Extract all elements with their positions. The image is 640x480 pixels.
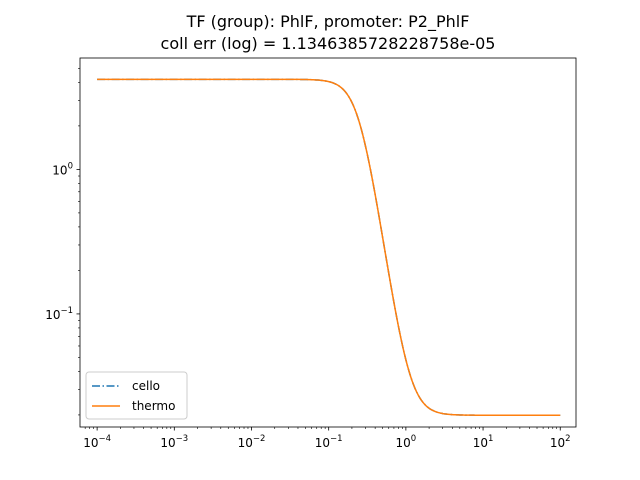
- x-tick-label-1: 10−3: [160, 434, 188, 450]
- x-tick-label-3: 10−1: [315, 434, 343, 450]
- y-axis: 10−1 100: [45, 68, 80, 416]
- series-layer: [97, 78, 561, 416]
- x-tick-label-4: 100: [396, 434, 417, 450]
- series-line-thermo: [97, 78, 561, 416]
- x-axis: 10−4 10−3 10−2 10−1 100 101 102: [83, 427, 571, 450]
- chart-title-line1: TF (group): PhlF, promoter: P2_PhlF: [186, 12, 470, 32]
- legend-label-thermo: thermo: [132, 399, 175, 413]
- plot-area: [79, 57, 577, 428]
- x-tick-label-6: 102: [550, 434, 571, 450]
- plot-background: [80, 58, 576, 427]
- x-tick-label-2: 10−2: [238, 434, 266, 450]
- legend-label-cello: cello: [132, 379, 160, 393]
- chart-title-line2: coll err (log) = 1.1346385728228758e-05: [161, 34, 496, 53]
- plot-frame: [79, 57, 577, 428]
- legend-frame: [85, 371, 188, 420]
- x-tick-label-5: 101: [473, 434, 494, 450]
- x-tick-label-0: 10−4: [83, 434, 111, 450]
- y-tick-label-0: 10−1: [45, 306, 73, 322]
- legend: cello thermo: [85, 371, 188, 420]
- y-tick-label-1: 100: [52, 161, 73, 177]
